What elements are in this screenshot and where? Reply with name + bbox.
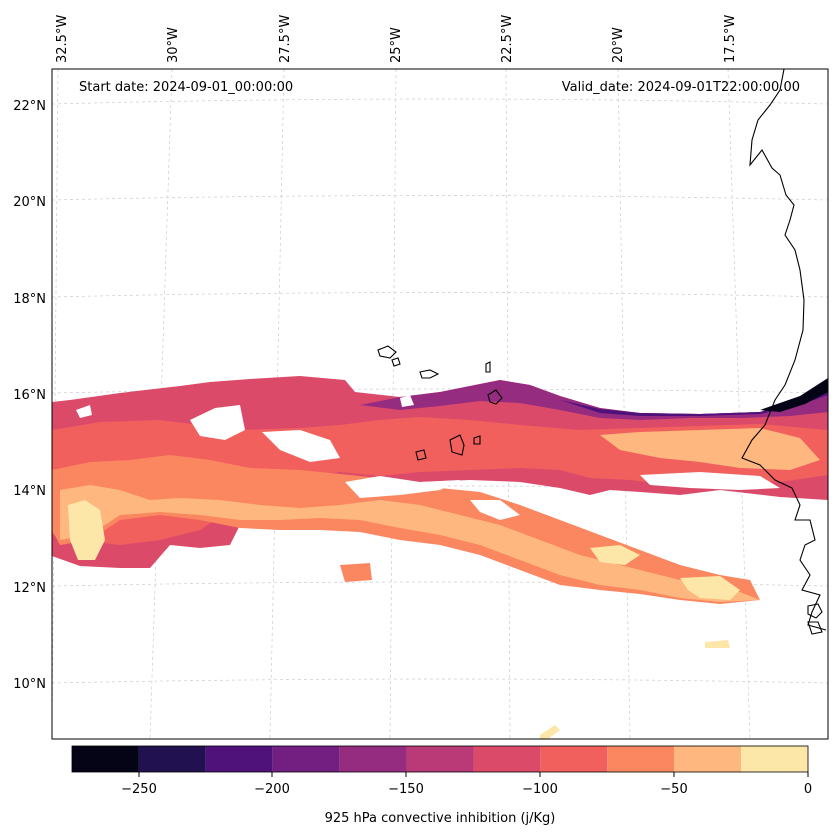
island-cape-verde-3	[419, 369, 440, 379]
colorbar-segment	[741, 746, 808, 772]
island-cape-verde-2	[391, 357, 401, 367]
lon-label: 32.5°W	[55, 15, 70, 63]
colorbar-tick-label: −200	[254, 782, 290, 797]
gridline-lon-27.5	[269, 68, 285, 740]
lon-label: 27.5°W	[278, 15, 293, 63]
gridline-lat-12	[51, 581, 829, 587]
gridline-lon-20	[617, 68, 631, 740]
lon-label: 20°W	[611, 27, 626, 63]
map-border	[51, 68, 829, 740]
colorbar-ticks: −250 −200 −150 −100 −50 0	[121, 772, 812, 797]
island-cape-verde-6	[449, 434, 465, 456]
coastlines	[377, 68, 827, 635]
valid-date-label: Valid_date: 2024-09-01T22:00:00.00	[562, 80, 800, 95]
colorbar-segment	[72, 746, 139, 772]
lon-label: 22.5°W	[500, 15, 515, 63]
gridline-lon-25	[389, 68, 397, 740]
lat-label: 18°N	[13, 292, 46, 307]
cin-gap-7	[400, 395, 414, 407]
cin-gap-3	[345, 476, 460, 498]
lat-label: 14°N	[13, 484, 46, 499]
cin-band-pale	[60, 485, 760, 602]
cin-band-lightest-west	[68, 500, 105, 560]
island-cape-verde-8	[415, 449, 427, 461]
colorbar-segment	[540, 746, 608, 772]
lat-label: 12°N	[13, 581, 46, 596]
island-coast-south-2	[807, 621, 823, 635]
gridline-lon-17.5	[727, 68, 751, 740]
colorbar-segment	[607, 746, 675, 772]
lon-label: 30°W	[166, 27, 181, 63]
cin-band-pale-east	[600, 428, 820, 470]
colorbar-tick-label: −250	[121, 782, 157, 797]
cin-contours	[52, 376, 828, 739]
island-coast-south	[807, 603, 823, 619]
lat-label: 16°N	[13, 388, 46, 403]
colorbar-border	[71, 745, 809, 773]
colorbar-segment	[272, 746, 340, 772]
longitude-gridlines	[51, 68, 751, 740]
colorbar-tick-label: −150	[388, 782, 424, 797]
gridline-lat-22	[51, 98, 829, 105]
cin-band-lightest-mid	[590, 545, 640, 565]
cin-patch-south-3	[540, 725, 560, 739]
colorbar	[72, 746, 808, 772]
cin-gap-4	[470, 500, 520, 520]
lat-label: 22°N	[13, 99, 46, 114]
gridline-lon-22.5	[505, 68, 511, 740]
island-cape-verde-1	[377, 345, 397, 359]
gridline-lon-32.5	[51, 68, 59, 740]
gridline-lon-30	[149, 68, 173, 740]
lon-label: 17.5°W	[723, 15, 738, 63]
cin-gap-2	[262, 430, 340, 462]
latitude-labels: 22°N 20°N 18°N 16°N 14°N 12°N 10°N	[13, 99, 46, 692]
lon-label: 25°W	[389, 27, 404, 63]
colorbar-segment	[406, 746, 474, 772]
colorbar-tick-label: −100	[522, 782, 558, 797]
cin-gap-6	[76, 405, 92, 418]
island-cape-verde-5	[487, 389, 503, 405]
island-cape-verde-7	[473, 435, 481, 445]
colorbar-tick-label: 0	[804, 782, 812, 797]
gridline-lat-18	[51, 292, 829, 298]
lat-label: 10°N	[13, 677, 46, 692]
cin-band-lightest-east	[680, 576, 740, 600]
africa-coast	[741, 68, 827, 631]
colorbar-segment	[339, 746, 407, 772]
colorbar-segment	[205, 746, 273, 772]
lat-label: 20°N	[13, 195, 46, 210]
cin-patch-south-2	[705, 640, 730, 648]
cin-gap-5	[640, 472, 780, 490]
gridline-lat-20	[51, 195, 829, 201]
colorbar-title: 925 hPa convective inhibition (j/Kg)	[325, 811, 556, 826]
longitude-labels: 32.5°W 30°W 27.5°W 25°W 22.5°W 20°W 17.5…	[55, 15, 738, 63]
colorbar-segment	[138, 746, 206, 772]
start-date-label: Start date: 2024-09-01_00:00:00	[79, 80, 293, 95]
colorbar-segment	[674, 746, 742, 772]
colorbar-tick-label: −50	[660, 782, 687, 797]
colorbar-segment	[473, 746, 541, 772]
cin-patch-south-1	[340, 563, 372, 582]
gridline-lat-10	[51, 678, 829, 684]
cin-band-purple	[360, 378, 828, 420]
cin-band-black	[760, 378, 828, 412]
island-cape-verde-4	[485, 361, 491, 373]
cin-gap-1	[190, 405, 245, 440]
